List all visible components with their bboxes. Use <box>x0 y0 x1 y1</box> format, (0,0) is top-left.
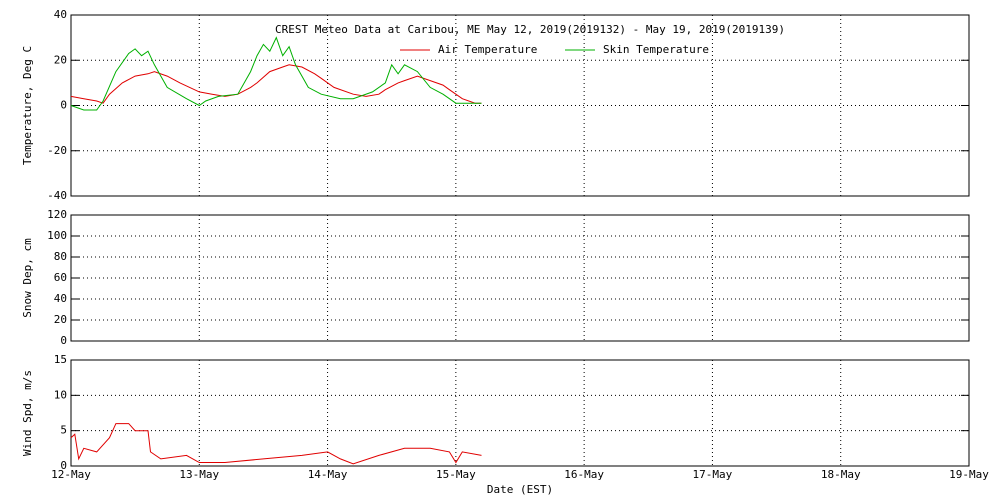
x-tick-label: 16-May <box>564 468 604 481</box>
y-tick-label: 60 <box>54 271 67 284</box>
y-tick-label: 20 <box>54 53 67 66</box>
data-line <box>70 36 482 111</box>
y-axis-label: Snow Dep, cm <box>21 238 34 318</box>
y-tick-label: 40 <box>54 8 67 21</box>
x-tick-label: 19-May <box>949 468 989 481</box>
y-tick-label: -20 <box>47 144 67 157</box>
x-tick-label: 14-May <box>308 468 348 481</box>
y-tick-label: 5 <box>60 424 67 437</box>
y-tick-label: 100 <box>47 229 67 242</box>
y-axis-label: Wind Spd, m/s <box>21 370 34 456</box>
y-tick-label: 40 <box>54 292 67 305</box>
data-line <box>70 423 482 465</box>
y-tick-label: 20 <box>54 313 67 326</box>
y-tick-label: 120 <box>47 208 67 221</box>
x-tick-label: 17-May <box>693 468 733 481</box>
y-tick-label: 80 <box>54 250 67 263</box>
x-tick-label: 15-May <box>436 468 476 481</box>
plot-frame <box>70 359 970 467</box>
x-axis-label: Date (EST) <box>487 483 553 496</box>
legend-label: Air Temperature <box>438 43 537 56</box>
y-tick-label: 0 <box>60 334 67 347</box>
x-tick-label: 13-May <box>179 468 219 481</box>
legend-label: Skin Temperature <box>603 43 709 56</box>
y-tick-label: 15 <box>54 353 67 366</box>
y-tick-label: 0 <box>60 99 67 112</box>
chart-title: CREST Meteo Data at Caribou, ME May 12, … <box>275 23 785 36</box>
x-tick-label: 12-May <box>51 468 91 481</box>
y-tick-label: 0 <box>60 459 67 472</box>
x-tick-label: 18-May <box>821 468 861 481</box>
data-line <box>70 64 482 104</box>
y-axis-label: Temperature, Deg C <box>21 46 34 165</box>
y-tick-label: -40 <box>47 189 67 202</box>
y-tick-label: 10 <box>54 388 67 401</box>
